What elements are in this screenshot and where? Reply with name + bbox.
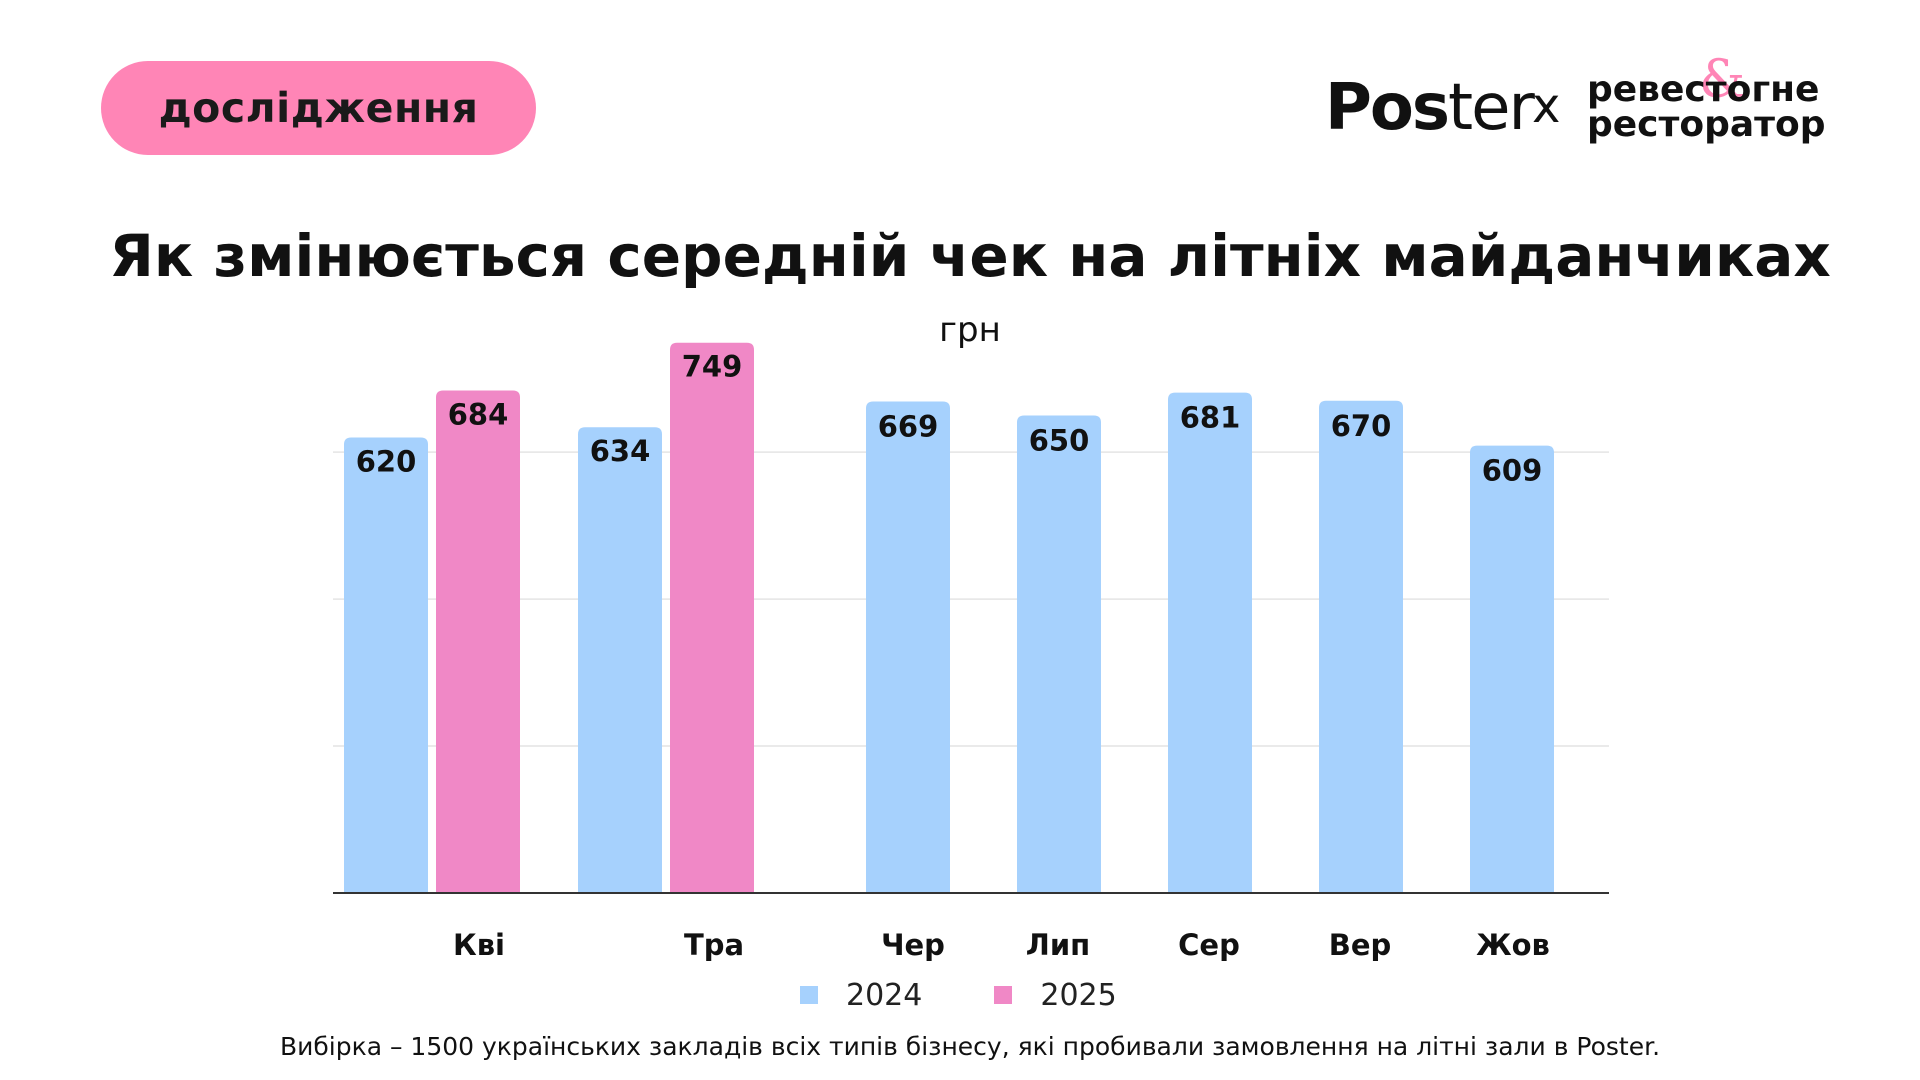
legend-swatch-2025 bbox=[994, 986, 1013, 1004]
partner-logo-ampersand: & bbox=[1699, 50, 1746, 110]
data-label-2024-1: 634 bbox=[590, 434, 651, 468]
bar-2024-5 bbox=[1319, 400, 1403, 893]
chart-title: Як змінюється середній чек на літніх май… bbox=[109, 222, 1831, 290]
bar-2024-2 bbox=[866, 401, 950, 893]
poster-logo-bold: Pos bbox=[1325, 71, 1450, 145]
logo-separator: x bbox=[1532, 78, 1561, 134]
data-label-2024-2: 669 bbox=[878, 409, 939, 443]
bar-2024-6 bbox=[1470, 445, 1554, 893]
x-tick-label-2: Чер bbox=[881, 928, 945, 962]
x-tick-label-6: Жов bbox=[1476, 928, 1550, 962]
bar-2025-1 bbox=[670, 342, 754, 893]
bar-2024-0 bbox=[344, 437, 428, 893]
bar-2024-4 bbox=[1168, 392, 1252, 893]
y-axis-unit-label: грн bbox=[939, 310, 1001, 350]
bar-2024-1 bbox=[578, 427, 662, 893]
x-tick-label-4: Сер bbox=[1178, 928, 1240, 962]
partner-logo-line2: ресторатор bbox=[1587, 104, 1826, 145]
sample-footnote: Вибірка – 1500 українських закладів всіх… bbox=[279, 1032, 1661, 1061]
x-tick-label-5: Вер bbox=[1329, 928, 1392, 962]
x-tick-label-3: Лип bbox=[1026, 928, 1090, 962]
data-label-2024-6: 609 bbox=[1482, 454, 1543, 488]
bar-2024-3 bbox=[1017, 415, 1101, 893]
data-label-2025-1: 749 bbox=[682, 350, 743, 384]
legend-label-2025: 2025 bbox=[1040, 977, 1117, 1013]
x-tick-label-1: Тра bbox=[684, 928, 744, 962]
brand-logos: Poster x & ревестогне ресторатор bbox=[1325, 50, 1845, 158]
legend-item-2025: 2025 bbox=[994, 977, 1117, 1013]
bar-2025-0 bbox=[436, 390, 520, 893]
data-label-2025-0: 684 bbox=[448, 397, 509, 431]
section-badge-label: дослідження bbox=[158, 84, 479, 132]
data-label-2024-3: 650 bbox=[1029, 423, 1090, 457]
x-tick-label-0: Кві bbox=[453, 928, 505, 962]
data-label-2024-5: 670 bbox=[1331, 409, 1392, 443]
legend-item-2024: 2024 bbox=[800, 978, 922, 1013]
poster-logo-light: ter bbox=[1447, 71, 1535, 145]
partner-logo-line1: ревестогне bbox=[1587, 69, 1820, 110]
legend-label-2024: 2024 bbox=[846, 977, 923, 1013]
chart-legend: 2024 2025 bbox=[800, 975, 1189, 1015]
poster-logo: Poster bbox=[1325, 68, 1535, 148]
legend-swatch-2024 bbox=[800, 986, 818, 1004]
data-label-2024-0: 620 bbox=[356, 444, 417, 478]
data-label-2024-4: 681 bbox=[1180, 401, 1241, 435]
partner-logo: ревестогне ресторатор bbox=[1587, 69, 1826, 145]
section-badge: дослідження bbox=[101, 61, 536, 155]
